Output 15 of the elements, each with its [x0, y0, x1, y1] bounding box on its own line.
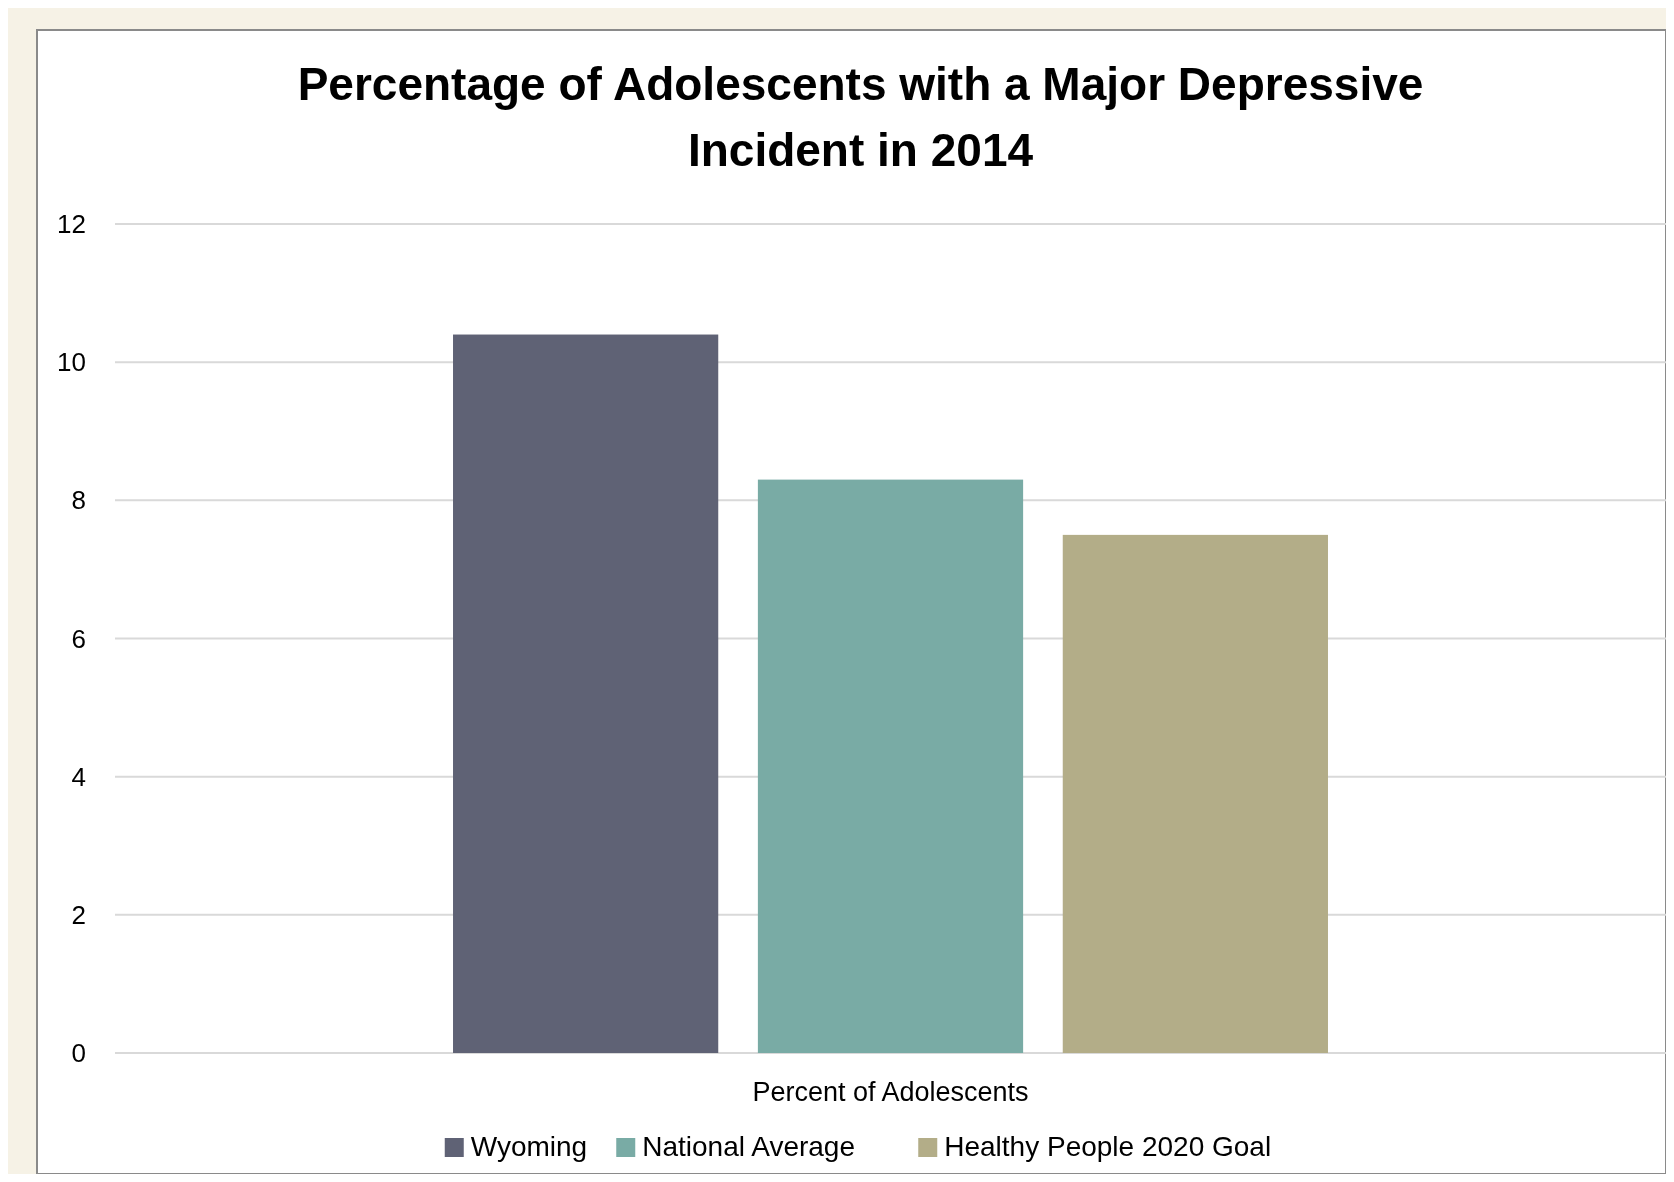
legend-label: Healthy People 2020 Goal — [944, 1131, 1272, 1162]
legend-label: Wyoming — [470, 1131, 588, 1162]
y-tick-label: 0 — [71, 1038, 86, 1069]
y-tick-label: 8 — [71, 485, 86, 516]
y-tick-label: 2 — [71, 899, 86, 930]
legend-label: National Average — [642, 1131, 855, 1162]
bar — [453, 334, 719, 1053]
y-tick-label: 6 — [71, 623, 86, 654]
y-tick-label: 4 — [71, 761, 86, 792]
y-tick-label: 12 — [57, 209, 86, 240]
bar — [757, 479, 1024, 1053]
x-tick-label: Percent of Adolescents — [752, 1077, 1029, 1107]
bar — [1062, 534, 1328, 1053]
y-tick-label: 10 — [57, 347, 86, 378]
chart-title: Percentage of Adolescents with a Major Depressive Incident in 2014 — [297, 58, 1424, 176]
